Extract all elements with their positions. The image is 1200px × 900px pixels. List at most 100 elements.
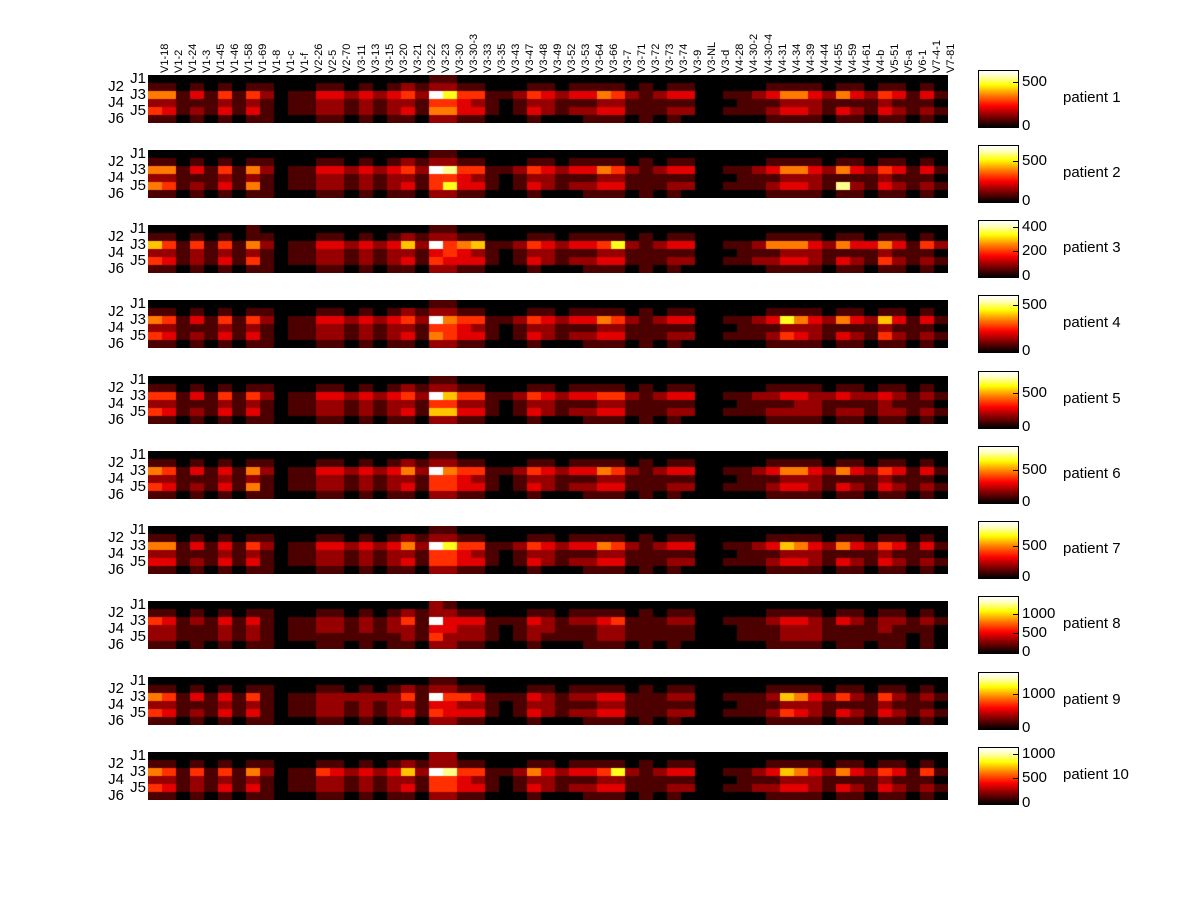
column-label: V3-48 — [537, 43, 550, 73]
colorbar-tick — [1013, 126, 1018, 127]
column-label: V3-73 — [664, 43, 677, 73]
row-label-j6: J6 — [108, 636, 124, 653]
row-label-j2: J2 — [108, 604, 124, 621]
column-label: V3-72 — [650, 43, 663, 73]
row-label-j1: J1 — [130, 371, 146, 388]
row-label-j4: J4 — [108, 395, 124, 412]
colorbar-tick — [1013, 652, 1018, 653]
row-label-j1: J1 — [130, 521, 146, 538]
column-label: V4-28 — [734, 43, 747, 73]
colorbar-tick-label: 0 — [1022, 794, 1031, 811]
row-label-j1: J1 — [130, 70, 146, 87]
patient-label: patient 9 — [1063, 691, 1121, 708]
column-label: V1-2 — [173, 49, 186, 73]
patient-label: patient 5 — [1063, 390, 1121, 407]
colorbar-tick-label: 0 — [1022, 418, 1031, 435]
colorbar-tick-label: 500 — [1022, 769, 1048, 786]
row-label-j5: J5 — [130, 403, 146, 420]
column-label: V1-24 — [187, 43, 200, 73]
colorbar-tick-label: 500 — [1022, 537, 1048, 554]
row-label-j3: J3 — [130, 763, 146, 780]
row-label-j3: J3 — [130, 236, 146, 253]
column-label: V3-11 — [355, 44, 368, 73]
row-label-j2: J2 — [108, 303, 124, 320]
row-label-j6: J6 — [108, 335, 124, 352]
colorbar-tick-label: 500 — [1022, 152, 1048, 169]
row-label-j5: J5 — [130, 478, 146, 495]
colorbar — [978, 295, 1019, 353]
colorbar — [978, 672, 1019, 730]
column-label: V4-59 — [846, 43, 859, 73]
row-label-j3: J3 — [130, 161, 146, 178]
row-label-j6: J6 — [108, 787, 124, 804]
row-label-j1: J1 — [130, 596, 146, 613]
patient-label: patient 8 — [1063, 615, 1121, 632]
heatmap-patient-1 — [148, 75, 948, 123]
colorbar — [978, 446, 1019, 504]
column-label: V3-7 — [622, 49, 635, 73]
colorbar-tick — [1013, 227, 1018, 228]
row-label-j2: J2 — [108, 78, 124, 95]
colorbar-tick — [1013, 633, 1018, 634]
colorbar-tick-label: 500 — [1022, 624, 1048, 641]
column-label: V1-18 — [159, 43, 172, 73]
colorbar-tick-label: 0 — [1022, 643, 1031, 660]
row-label-j3: J3 — [130, 387, 146, 404]
colorbar-tick-label: 0 — [1022, 568, 1031, 585]
colorbar-tick-label: 0 — [1022, 342, 1031, 359]
row-label-j1: J1 — [130, 747, 146, 764]
column-label: V3-15 — [383, 43, 396, 73]
colorbar-tick — [1013, 201, 1018, 202]
row-label-j6: J6 — [108, 110, 124, 127]
colorbar — [978, 220, 1019, 278]
colorbar-tick-label: 0 — [1022, 719, 1031, 736]
column-label: V4-55 — [832, 43, 845, 73]
row-label-j5: J5 — [130, 628, 146, 645]
column-label: V3-47 — [523, 43, 536, 73]
row-label-j3: J3 — [130, 462, 146, 479]
row-label-j3: J3 — [130, 688, 146, 705]
row-label-j6: J6 — [108, 411, 124, 428]
row-label-j3: J3 — [130, 537, 146, 554]
column-label: V3-49 — [552, 43, 564, 73]
colorbar — [978, 371, 1019, 429]
heatmap-patient-6 — [148, 451, 948, 499]
row-label-j5: J5 — [130, 177, 146, 194]
row-label-j6: J6 — [108, 486, 124, 503]
column-label: V3-74 — [678, 43, 691, 73]
column-label: V4-34 — [790, 43, 803, 73]
heatmap-patient-7 — [148, 526, 948, 574]
row-label-j1: J1 — [130, 672, 146, 689]
column-label: V4-39 — [804, 43, 817, 73]
row-label-j2: J2 — [108, 454, 124, 471]
colorbar-tick — [1013, 694, 1018, 695]
row-label-j4: J4 — [108, 470, 124, 487]
heatmap-patient-5 — [148, 376, 948, 424]
heatmap-patient-10 — [148, 752, 948, 800]
column-label: V3-22 — [425, 43, 438, 73]
row-label-j3: J3 — [130, 311, 146, 328]
colorbar-tick-label: 400 — [1022, 218, 1048, 235]
column-label: V3-53 — [580, 43, 593, 73]
row-label-j5: J5 — [130, 102, 146, 119]
column-label: V1-3 — [201, 49, 214, 73]
colorbar-tick-label: 0 — [1022, 192, 1031, 209]
colorbar-tick — [1013, 427, 1018, 428]
colorbar-tick — [1013, 614, 1018, 615]
colorbar-tick — [1013, 778, 1018, 779]
colorbar-tick — [1013, 546, 1018, 547]
colorbar-tick-label: 500 — [1022, 384, 1048, 401]
colorbar-tick-label: 0 — [1022, 267, 1031, 284]
patient-label: patient 1 — [1063, 89, 1121, 106]
colorbar-tick — [1013, 577, 1018, 578]
colorbar-tick — [1013, 251, 1018, 252]
column-label: V1-f — [299, 52, 312, 73]
colorbar-tick — [1013, 305, 1018, 306]
column-label: V1-46 — [229, 43, 242, 73]
row-label-j5: J5 — [130, 327, 146, 344]
column-label: V3-23 — [439, 43, 452, 73]
column-label: V3-71 — [636, 43, 649, 73]
colorbar-tick — [1013, 276, 1018, 277]
column-label: V3-66 — [608, 43, 621, 73]
row-label-j5: J5 — [130, 704, 146, 721]
